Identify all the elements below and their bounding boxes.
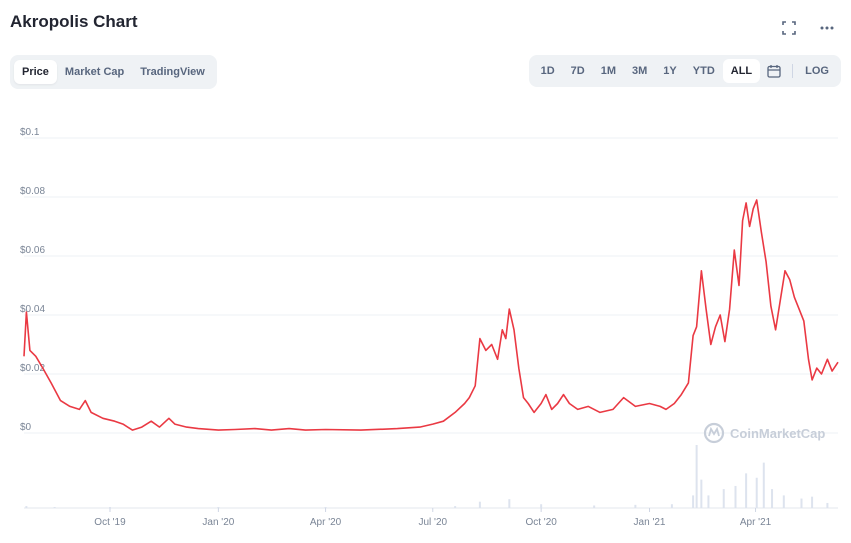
header-actions xyxy=(779,18,837,38)
volume-bar xyxy=(324,507,327,508)
y-tick-label: $0.02 xyxy=(20,363,45,374)
range-1d[interactable]: 1D xyxy=(540,65,555,77)
x-tick-label: Jul '20 xyxy=(418,517,447,528)
tab-tradingview[interactable]: TradingView xyxy=(140,66,205,78)
price-series xyxy=(23,199,839,431)
range-1y[interactable]: 1Y xyxy=(663,65,677,77)
chart-type-tabs: Price Market Cap TradingView xyxy=(10,55,217,89)
x-tick-label: Apr '20 xyxy=(310,517,342,528)
volume-bar xyxy=(755,477,758,508)
range-3m[interactable]: 3M xyxy=(632,65,648,77)
calendar-icon[interactable] xyxy=(760,64,788,78)
volume-bar xyxy=(108,507,111,508)
y-tick-label: $0.04 xyxy=(20,304,45,315)
watermark-text: CoinMarketCap xyxy=(730,426,825,441)
volume-bar xyxy=(826,502,829,508)
y-tick-label: $0.06 xyxy=(20,245,45,256)
chart-title: Akropolis Chart xyxy=(10,12,138,31)
volume-bars xyxy=(25,445,829,508)
range-divider xyxy=(792,64,794,78)
log-toggle[interactable]: LOG xyxy=(805,65,829,77)
x-tick-label: Jan '21 xyxy=(634,517,666,528)
x-tick-label: Jan '20 xyxy=(202,517,234,528)
volume-bar xyxy=(25,506,28,508)
tab-market-cap[interactable]: Market Cap xyxy=(64,66,125,78)
range-ytd[interactable]: YTD xyxy=(692,65,715,77)
time-range-selector: 1D 7D 1M 3M 1Y YTD ALL LOG xyxy=(528,55,841,87)
volume-bar xyxy=(722,489,725,508)
coinmarketcap-watermark: CoinMarketCap xyxy=(703,422,825,444)
volume-bar xyxy=(454,506,457,508)
volume-bar xyxy=(707,495,710,508)
volume-bar xyxy=(634,504,637,508)
y-axis: $0 $0.02 $0.04 $0.06 $0.08 $0.1 xyxy=(20,127,45,433)
y-tick-label: $0.1 xyxy=(20,127,40,138)
coinmarketcap-logo-mark xyxy=(708,426,720,437)
volume-bar xyxy=(700,479,703,508)
volume-bar xyxy=(692,495,695,508)
volume-bar xyxy=(800,498,803,508)
x-tick-label: Oct '20 xyxy=(525,517,557,528)
volume-bar xyxy=(771,489,774,508)
range-1m[interactable]: 1M xyxy=(600,65,617,77)
y-tick-label: $0 xyxy=(20,422,32,433)
fullscreen-icon[interactable] xyxy=(779,18,799,38)
volume-bar xyxy=(540,504,543,508)
grid-lines xyxy=(24,137,838,434)
volume-bar xyxy=(762,462,765,508)
volume-bar xyxy=(811,496,814,508)
price-line xyxy=(23,199,839,431)
volume-bar xyxy=(53,507,56,508)
volume-bar xyxy=(217,507,220,508)
range-all[interactable]: ALL xyxy=(722,59,761,83)
volume-bar xyxy=(593,505,596,508)
x-tick-label: Apr '21 xyxy=(740,517,772,528)
volume-bar xyxy=(670,504,673,508)
x-tick-label: Oct '19 xyxy=(94,517,126,528)
tab-price[interactable]: Price xyxy=(14,60,57,84)
volume-bar xyxy=(745,473,748,508)
x-axis: Oct '19 Jan '20 Apr '20 Jul '20 Oct '20 Jan '… xyxy=(24,507,838,528)
volume-bar xyxy=(734,485,737,508)
volume-bar xyxy=(508,499,511,508)
coinmarketcap-logo-icon xyxy=(703,422,725,444)
volume-bar xyxy=(478,501,481,508)
volume-bar xyxy=(782,495,785,508)
y-tick-label: $0.08 xyxy=(20,186,45,197)
volume-bar xyxy=(695,445,698,508)
range-7d[interactable]: 7D xyxy=(570,65,585,77)
more-options-icon[interactable] xyxy=(817,18,837,38)
